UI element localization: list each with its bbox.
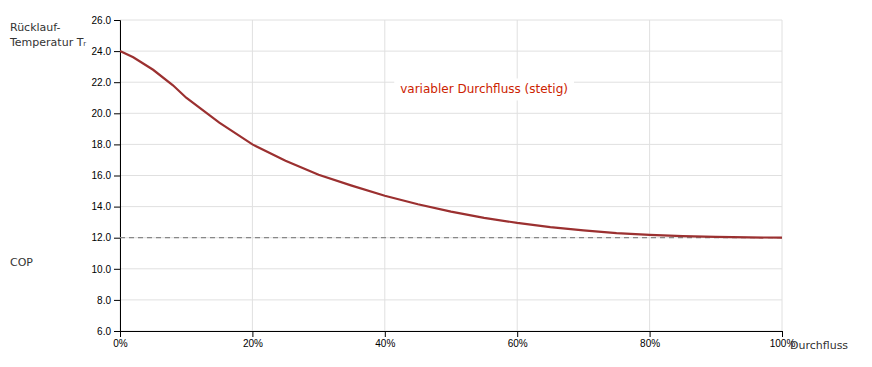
grid-line-y (120, 268, 782, 269)
y-axis: 6.0 8.0 10.0 12.0 14.0 16.0 18.0 20.0 22.0 24.0 26… (92, 15, 121, 337)
curve (120, 51, 782, 238)
y-tick: 10.0 (92, 264, 120, 275)
y-tick-label: 12.0 (92, 232, 112, 243)
y-tick: 20.0 (92, 108, 120, 119)
y-tick-mark (114, 238, 120, 239)
x-axis-line (121, 332, 783, 338)
annotation-box (394, 78, 574, 100)
y-tick-mark (114, 113, 120, 114)
grid-line-y (120, 299, 782, 300)
x-tick: 0% (113, 331, 128, 349)
x-tick-label: 0% (113, 338, 128, 349)
x-tick-mark (517, 331, 518, 337)
y-tick: 16.0 (92, 170, 120, 181)
y-tick-label: 24.0 (92, 46, 112, 57)
grid-line-y (120, 175, 782, 176)
marks (120, 51, 782, 238)
y-tick: 6.0 (97, 326, 120, 337)
grid (120, 20, 782, 331)
grid-line-y (120, 144, 782, 145)
grid-line-y (120, 237, 782, 238)
x-axis: 0%20%40%60%80%100% (113, 331, 795, 349)
chart: 0%20%40%60%80%100%6.08.010.012.014.016.0… (0, 0, 872, 367)
x-tick-label: 60% (508, 338, 528, 349)
y-tick: 18.0 (92, 139, 120, 150)
y-tick: 24.0 (92, 46, 120, 57)
y-tick-label: 8.0 (97, 295, 111, 306)
y-tick-label: 26.0 (92, 15, 112, 26)
y-tick-label: 20.0 (92, 108, 112, 119)
plot: 0%20%40%60%80%100%6.08.010.012.014.016.0… (92, 15, 796, 349)
annotation-text: variabler Durchfluss (stetig) (400, 82, 568, 96)
y-tick-mark (114, 176, 120, 177)
side-label: COP (10, 256, 33, 269)
grid-line-y (120, 113, 782, 114)
x-tick: 60% (508, 331, 528, 349)
y-tick-mark (114, 82, 120, 83)
grid-line-y (120, 20, 782, 21)
reference-line (120, 237, 782, 238)
x-tick-mark (252, 331, 253, 337)
y-tick-label: 10.0 (92, 264, 112, 275)
y-tick-label: 14.0 (92, 201, 112, 212)
y-tick: 8.0 (97, 295, 120, 306)
y-tick-label: 16.0 (92, 170, 112, 181)
x-tick-label: 20% (243, 338, 263, 349)
y-tick-mark (114, 20, 120, 21)
y-tick-mark (114, 300, 120, 301)
y-tick-mark (114, 207, 120, 208)
x-tick-mark (650, 331, 651, 337)
y-tick: 14.0 (92, 201, 120, 212)
x-tick: 20% (243, 331, 263, 349)
y-tick-label: 22.0 (92, 77, 112, 88)
y-label: Rücklauf- (10, 21, 61, 34)
y-tick-mark (114, 331, 120, 332)
y-tick: 12.0 (92, 232, 120, 243)
y-label: Temperatur Tᵣ (9, 36, 86, 49)
x-tick: 40% (375, 331, 395, 349)
grid-line-y (120, 51, 782, 52)
y-axis-line (114, 21, 121, 332)
y-tick-mark (114, 144, 120, 145)
x-tick-mark (782, 331, 783, 337)
y-tick-mark (114, 51, 120, 52)
y-tick-mark (114, 269, 120, 270)
x-label: Durchfluss (790, 339, 848, 352)
grid-line-y (120, 206, 782, 207)
y-tick: 26.0 (92, 15, 120, 26)
x-tick-label: 80% (640, 338, 660, 349)
x-tick: 80% (640, 331, 660, 349)
annotation: variabler Durchfluss (stetig) (394, 78, 574, 100)
x-tick-mark (385, 331, 386, 337)
x-tick-label: 40% (375, 338, 395, 349)
y-tick-label: 18.0 (92, 139, 112, 150)
y-tick-label: 6.0 (97, 326, 111, 337)
y-tick: 22.0 (92, 77, 120, 88)
